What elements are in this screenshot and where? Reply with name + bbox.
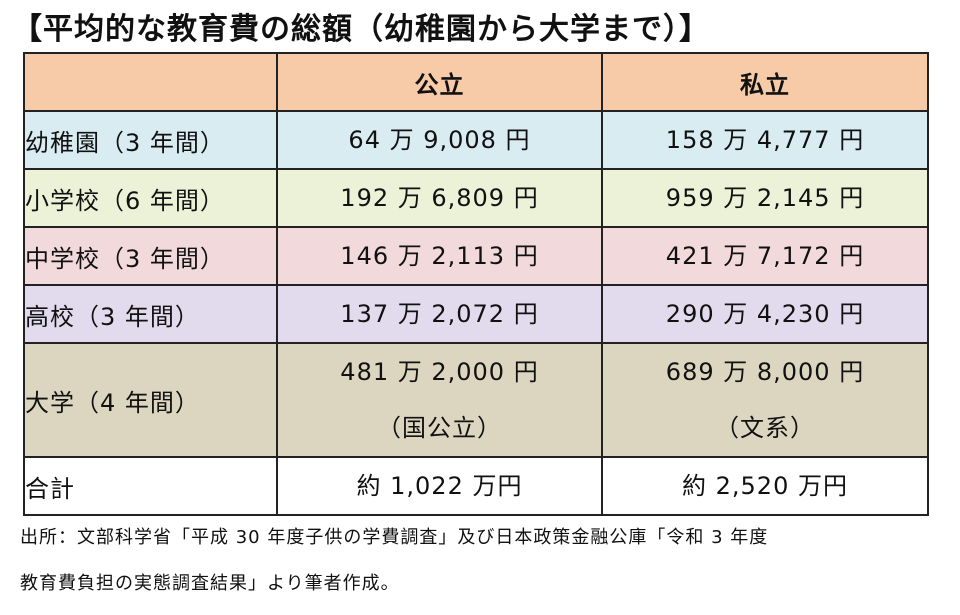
cost-value: 959 万 2,145 円 [665,184,865,212]
private-cost-university: 689 万 8,000 円 （文系） [601,342,929,458]
public-cost-university: 481 万 2,000 円 （国公立） [276,342,603,458]
table-row: 小学校（6 年間） 192 万 6,809 円 959 万 2,145 円 [23,168,929,228]
table-row: 高校（3 年間） 137 万 2,072 円 290 万 4,230 円 [23,284,929,344]
cost-value: 137 万 2,072 円 [340,300,539,328]
cost-value: 158 万 4,777 円 [665,126,865,154]
table-header-row: 公立 私立 [23,52,929,112]
private-cost-high-school: 290 万 4,230 円 [601,284,929,344]
table-row: 中学校（3 年間） 146 万 2,113 円 421 万 7,172 円 [23,226,929,286]
row-label-total: 合計 [23,456,278,516]
cost-value: 146 万 2,113 円 [340,242,539,270]
row-label-university: 大学（4 年間） [23,342,278,458]
public-cost-junior-high: 146 万 2,113 円 [276,226,603,286]
public-cost-high-school: 137 万 2,072 円 [276,284,603,344]
row-label-high-school: 高校（3 年間） [23,284,278,344]
table-row: 幼稚園（3 年間） 64 万 9,008 円 158 万 4,777 円 [23,110,929,170]
public-cost-elementary: 192 万 6,809 円 [276,168,603,228]
cost-value: 64 万 9,008 円 [348,126,531,154]
row-label-elementary: 小学校（6 年間） [23,168,278,228]
private-cost-junior-high: 421 万 7,172 円 [601,226,929,286]
cost-value: 約 1,022 万円 [356,472,523,500]
header-cell-private: 私立 [601,52,929,112]
table-row: 大学（4 年間） 481 万 2,000 円 （国公立） 689 万 8,000… [23,342,929,458]
row-label-kindergarten: 幼稚園（3 年間） [23,110,278,170]
cost-value: 約 2,520 万円 [682,472,848,500]
cost-value: 192 万 6,809 円 [340,184,539,212]
private-cost-total: 約 2,520 万円 [601,456,929,516]
public-cost-kindergarten: 64 万 9,008 円 [276,110,603,170]
page-title: 【平均的な教育費の総額（幼稚園から大学まで）】 [12,12,710,47]
table-row: 合計 約 1,022 万円 約 2,520 万円 [23,456,929,516]
cost-value: 481 万 2,000 円 [340,358,539,386]
row-label-junior-high: 中学校（3 年間） [23,226,278,286]
header-cell-public: 公立 [276,52,603,112]
header-cell-blank [23,52,278,112]
private-cost-kindergarten: 158 万 4,777 円 [601,110,929,170]
public-cost-total: 約 1,022 万円 [276,456,603,516]
cost-value: 290 万 4,230 円 [665,300,865,328]
cost-note: （国公立） [377,414,502,442]
cost-value: 689 万 8,000 円 [665,358,865,386]
cost-note: （文系） [715,414,815,442]
source-footnote-line-1: 出所：文部科学省「平成 30 年度子供の学費調査」及び日本政策金融公庫「令和 3… [20,527,769,548]
cost-value: 421 万 7,172 円 [665,242,865,270]
source-footnote-line-2: 教育費負担の実態調査結果」より筆者作成。 [20,573,400,594]
education-cost-table: 公立 私立 幼稚園（3 年間） 64 万 9,008 円 158 万 4,777… [23,52,929,516]
private-cost-elementary: 959 万 2,145 円 [601,168,929,228]
